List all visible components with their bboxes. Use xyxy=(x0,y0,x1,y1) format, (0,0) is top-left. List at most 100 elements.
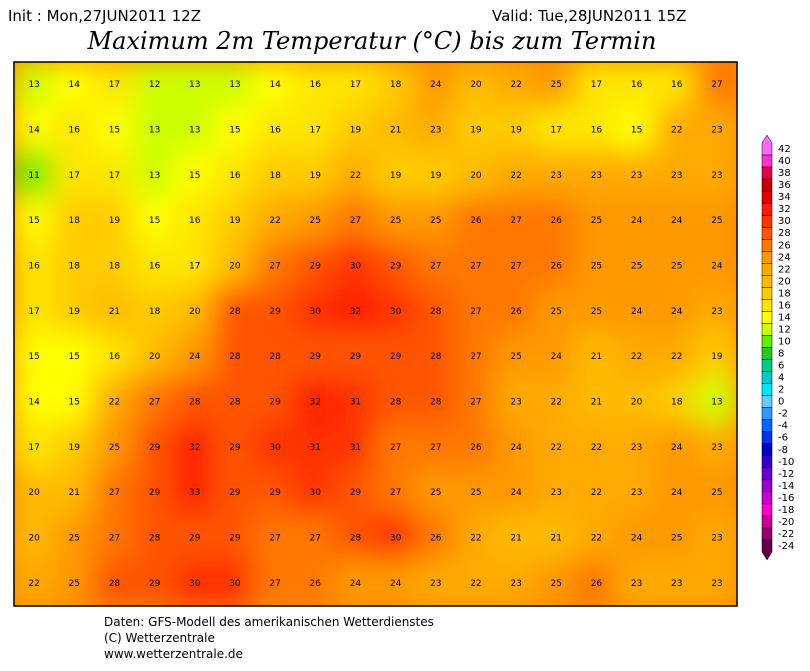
colorbar-label: 36 xyxy=(778,180,791,191)
temperature-cell xyxy=(614,558,659,606)
temperature-cell xyxy=(172,377,217,427)
temperature-cell xyxy=(333,62,378,110)
temperature-value: 29 xyxy=(149,488,161,498)
temperature-value: 19 xyxy=(229,216,241,226)
temperature-value: 16 xyxy=(671,80,683,90)
temperature-value: 29 xyxy=(269,307,281,317)
temperature-value: 26 xyxy=(510,307,522,317)
temperature-cell xyxy=(494,377,539,427)
temperature-value: 23 xyxy=(631,579,642,589)
temperature-cell xyxy=(172,241,217,291)
temperature-value: 25 xyxy=(591,262,602,272)
temperature-cell xyxy=(293,332,338,382)
temperature-cell xyxy=(694,150,737,200)
temperature-cell xyxy=(253,377,298,427)
temperature-value: 15 xyxy=(189,171,200,181)
temperature-value: 28 xyxy=(350,534,362,544)
temperature-value: 30 xyxy=(189,579,201,589)
temperature-value: 29 xyxy=(229,488,241,498)
temperature-cell xyxy=(132,150,177,200)
temperature-value: 17 xyxy=(109,171,120,181)
temperature-value: 24 xyxy=(671,216,683,226)
temperature-value: 17 xyxy=(310,126,321,136)
colorbar-segment xyxy=(761,491,773,505)
temperature-value: 19 xyxy=(350,126,362,136)
temperature-value: 17 xyxy=(189,262,200,272)
temperature-cell xyxy=(694,241,737,291)
temperature-cell xyxy=(413,286,458,336)
temperature-cell xyxy=(373,286,418,336)
temperature-cell xyxy=(333,422,378,472)
colorbar-label: 26 xyxy=(778,240,791,251)
temperature-value: 26 xyxy=(591,579,603,589)
temperature-cell xyxy=(373,558,418,606)
temperature-value: 24 xyxy=(671,307,683,317)
colorbar-segment xyxy=(761,238,773,252)
temperature-value: 25 xyxy=(470,488,481,498)
temperature-cell xyxy=(172,422,217,472)
temperature-cell xyxy=(694,286,737,336)
temperature-value: 22 xyxy=(350,171,361,181)
temperature-cell xyxy=(293,377,338,427)
temperature-cell xyxy=(212,241,257,291)
colorbar-label: -18 xyxy=(778,505,794,516)
temperature-value: 29 xyxy=(269,398,281,408)
temperature-value: 19 xyxy=(69,307,81,317)
temperature-value: 23 xyxy=(510,579,521,589)
temperature-cell xyxy=(212,196,257,246)
temperature-cell xyxy=(132,332,177,382)
temperature-value: 14 xyxy=(269,80,281,90)
temperature-cell xyxy=(253,196,298,246)
colorbar-segment xyxy=(761,251,773,264)
temperature-value: 27 xyxy=(470,307,481,317)
valid-time: Valid: Tue,28JUN2011 15Z xyxy=(492,7,686,25)
colorbar-label: 12 xyxy=(778,324,791,335)
temperature-cell xyxy=(654,422,699,472)
colorbar-segment xyxy=(761,226,773,240)
temperature-value: 26 xyxy=(551,262,563,272)
temperature-value: 24 xyxy=(671,488,683,498)
map-frame xyxy=(13,61,738,607)
temperature-cell xyxy=(614,286,659,336)
temperature-cell xyxy=(534,468,579,518)
temperature-cell xyxy=(654,286,699,336)
temperature-cell xyxy=(453,286,498,336)
temperature-cell xyxy=(293,196,338,246)
map: 13 14 17 12 13 13 14 16 17 18 24 20 22 25 17 16 16 27 14 16… xyxy=(14,62,737,606)
temperature-cell xyxy=(413,105,458,155)
temperature-cell xyxy=(534,286,579,336)
temperature-value: 22 xyxy=(510,80,521,90)
temperature-value: 16 xyxy=(631,80,643,90)
temperature-cell xyxy=(373,196,418,246)
temperature-cell xyxy=(333,468,378,518)
colorbar-label: 22 xyxy=(778,264,791,275)
temperature-value: 29 xyxy=(229,534,241,544)
temperature-value: 25 xyxy=(109,443,120,453)
temperature-cell xyxy=(92,241,137,291)
colorbar-segment xyxy=(761,287,773,300)
temperature-cell xyxy=(373,513,418,563)
temperature-cell xyxy=(453,558,498,606)
temperature-cell xyxy=(373,150,418,200)
temperature-value: 19 xyxy=(69,443,81,453)
colorbar-segment xyxy=(761,431,773,444)
temperature-cell xyxy=(132,286,177,336)
temperature-cell xyxy=(413,332,458,382)
temperature-cell xyxy=(654,332,699,382)
temperature-cell xyxy=(694,558,737,606)
temperature-value: 14 xyxy=(28,126,40,136)
temperature-cell xyxy=(453,513,498,563)
temperature-cell xyxy=(52,150,97,200)
temperature-value: 13 xyxy=(189,126,200,136)
temperature-value: 20 xyxy=(229,262,241,272)
temperature-value: 16 xyxy=(109,352,121,362)
colorbar-label: 24 xyxy=(778,252,791,263)
temperature-cell xyxy=(92,558,137,606)
temperature-value: 28 xyxy=(269,352,281,362)
temperature-value: 17 xyxy=(28,307,39,317)
temperature-cell xyxy=(614,332,659,382)
temperature-cell xyxy=(654,105,699,155)
temperature-value: 21 xyxy=(591,398,602,408)
colorbar-segment xyxy=(761,503,773,517)
colorbar-segment xyxy=(761,214,773,228)
